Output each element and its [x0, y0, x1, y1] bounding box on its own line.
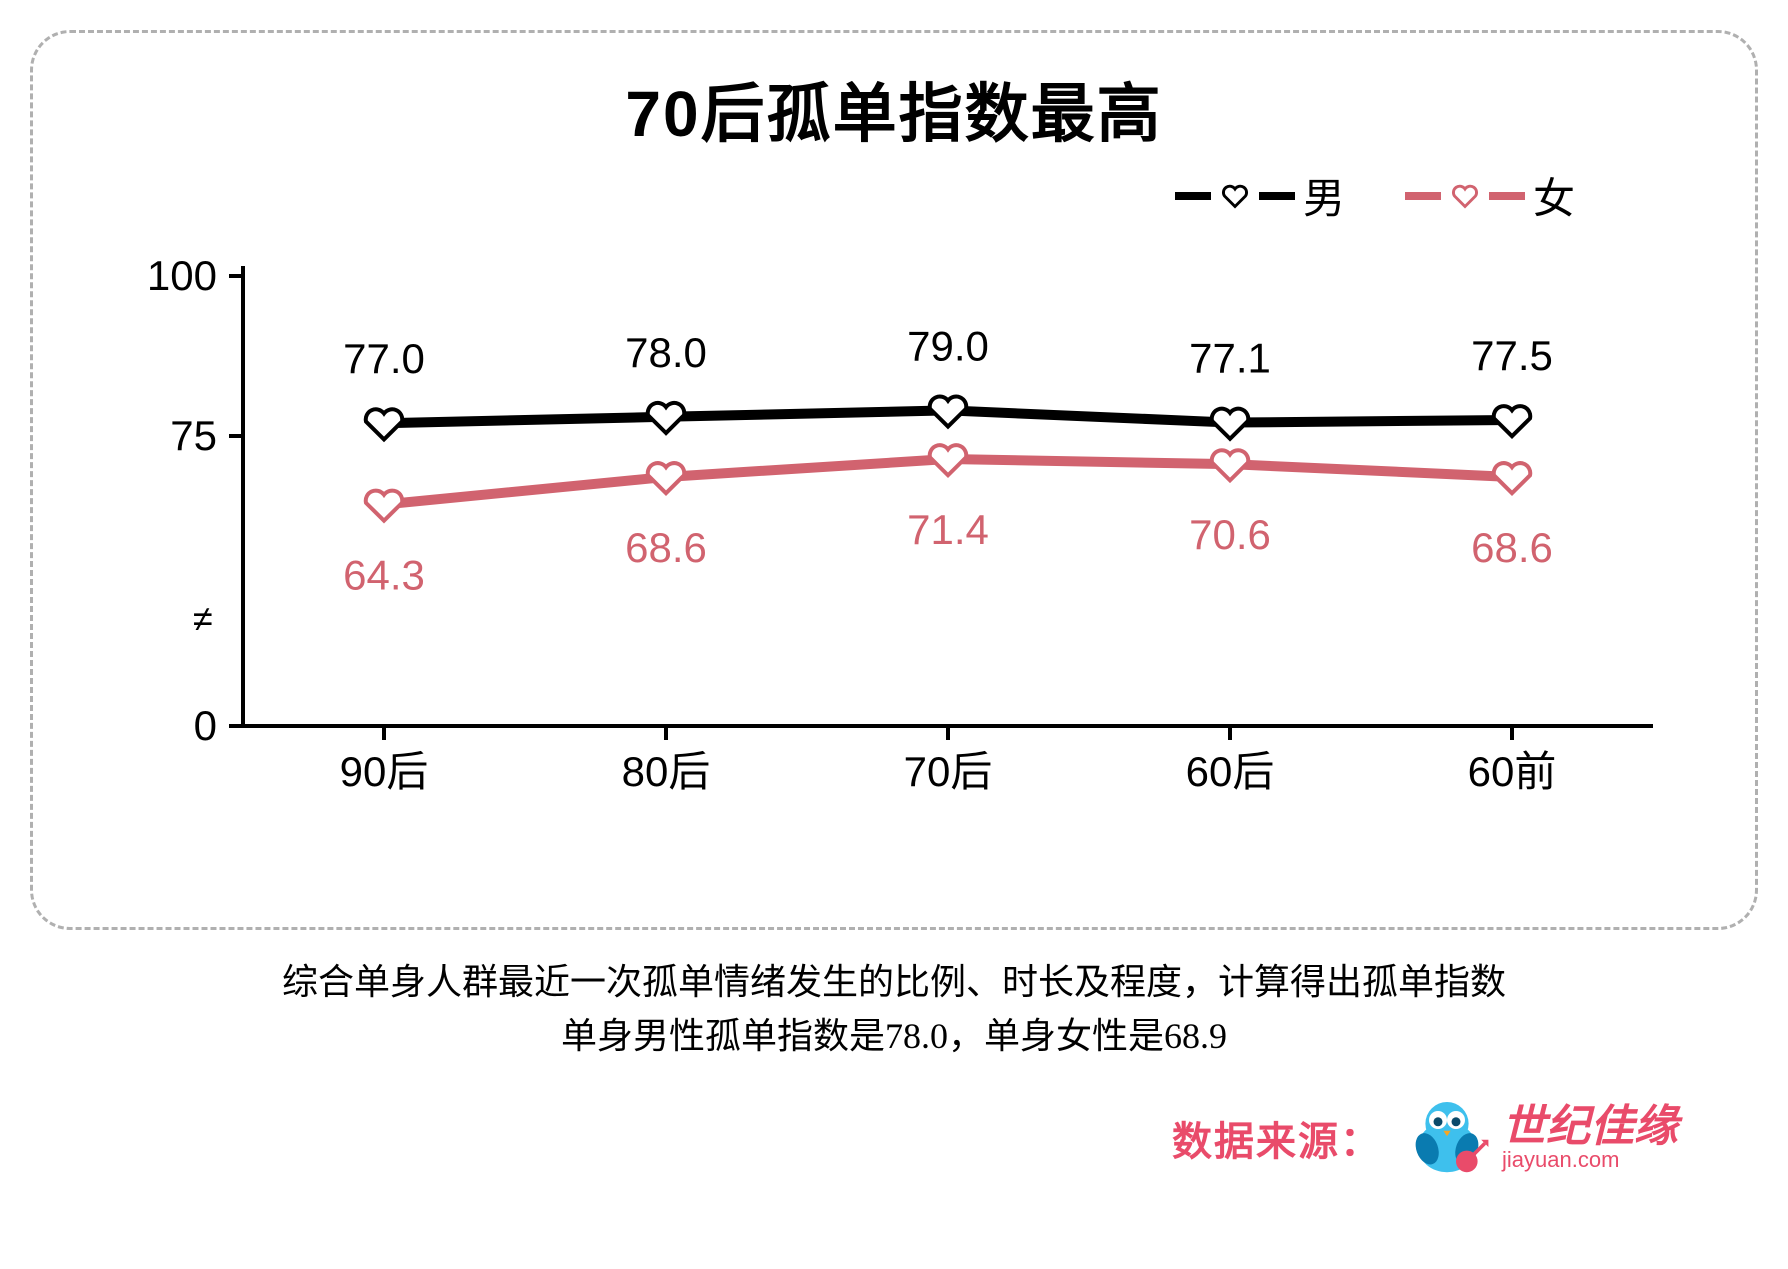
svg-text:0: 0 — [194, 702, 217, 749]
chart-legend: 男 女 — [93, 165, 1695, 226]
plot-area: 0 75 100 ≠ 90后 80后 70后 60后 60前 77.0 78.0 79.0 77.1 77… — [93, 236, 1695, 836]
svg-text:60后: 60后 — [1186, 748, 1275, 795]
svg-text:70后: 70后 — [904, 748, 993, 795]
legend-male: 男 — [1175, 165, 1345, 226]
chart-title: 70后孤单指数最高 — [93, 63, 1695, 155]
svg-text:77.0: 77.0 — [343, 335, 425, 382]
chart-panel: 70后孤单指数最高 男 女 075100≠90后80后70后6 — [30, 30, 1758, 930]
heart-icon — [1451, 183, 1479, 209]
brand-name-cn: 世纪佳缘 — [1502, 1105, 1678, 1149]
heart-icon — [1221, 183, 1249, 209]
svg-text:90后: 90后 — [340, 748, 429, 795]
caption: 综合单身人群最近一次孤单情绪发生的比例、时长及程度，计算得出孤单指数 单身男性孤… — [30, 955, 1758, 1063]
bird-icon — [1402, 1093, 1492, 1183]
legend-male-label: 男 — [1303, 165, 1345, 226]
svg-text:75: 75 — [170, 412, 217, 459]
legend-female: 女 — [1405, 165, 1575, 226]
svg-text:80后: 80后 — [622, 748, 711, 795]
svg-text:64.3: 64.3 — [343, 551, 425, 598]
svg-text:78.0: 78.0 — [625, 329, 707, 376]
brand-logo: 世纪佳缘 jiayuan.com — [1402, 1093, 1678, 1183]
caption-line-2: 单身男性孤单指数是78.0，单身女性是68.9 — [30, 1009, 1758, 1063]
source-label: 数据来源： — [1172, 1109, 1382, 1167]
svg-text:≠: ≠ — [193, 598, 213, 639]
legend-female-label: 女 — [1533, 165, 1575, 226]
svg-text:100: 100 — [147, 252, 217, 299]
svg-text:71.4: 71.4 — [907, 506, 989, 553]
svg-text:68.6: 68.6 — [625, 524, 707, 571]
svg-text:60前: 60前 — [1468, 748, 1557, 795]
svg-text:77.1: 77.1 — [1189, 335, 1271, 382]
source-row: 数据来源： 世纪佳缘 jiayuan.com — [30, 1093, 1758, 1183]
svg-text:79.0: 79.0 — [907, 322, 989, 369]
svg-text:68.6: 68.6 — [1471, 524, 1553, 571]
brand-name-en: jiayuan.com — [1502, 1149, 1678, 1171]
caption-line-1: 综合单身人群最近一次孤单情绪发生的比例、时长及程度，计算得出孤单指数 — [30, 955, 1758, 1009]
svg-text:77.5: 77.5 — [1471, 332, 1553, 379]
svg-text:70.6: 70.6 — [1189, 511, 1271, 558]
